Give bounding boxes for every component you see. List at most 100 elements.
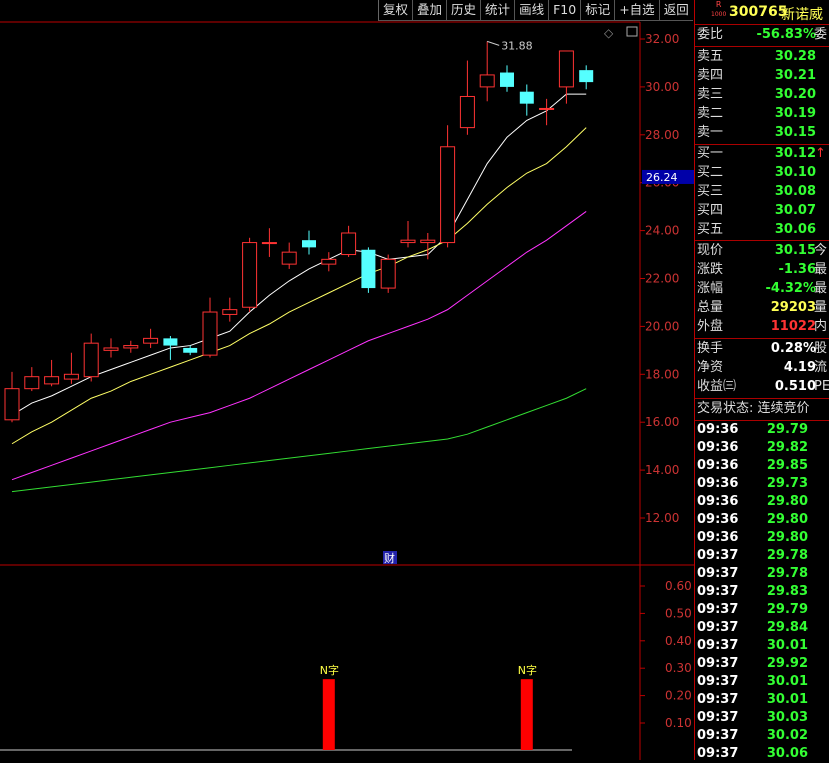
tick-time: 09:37 — [697, 620, 739, 635]
candle — [103, 338, 119, 358]
candle — [123, 340, 139, 353]
mark-button[interactable]: 标记 — [580, 0, 615, 21]
tick-price: 29.78 — [766, 566, 808, 581]
price-tick-label: 16.00 — [645, 415, 679, 429]
candle — [143, 328, 159, 348]
badge-bottom: 1000 — [711, 11, 727, 18]
ask-row-2-label: 卖二 — [697, 106, 724, 121]
candle-body — [83, 342, 99, 378]
price-tick-label: 18.00 — [645, 367, 679, 381]
tick-price: 29.79 — [766, 602, 808, 617]
stat-row-4: 外盘 11022 内 — [695, 318, 829, 336]
candle — [321, 252, 337, 272]
fund-row-1-label: 净资 — [697, 360, 724, 375]
toolbar: 复权 叠加 历史 统计 画线 F10 标记 +自选 返回 — [378, 0, 693, 22]
tick-row: 09:37 30.01 — [695, 637, 829, 655]
candles-group — [4, 41, 594, 423]
ask-row-2: 卖二 30.19 — [695, 105, 829, 123]
current-price-label: 26.24 — [646, 171, 678, 184]
ask-row-5: 卖五 30.28 — [695, 48, 829, 66]
add-watchlist-button[interactable]: +自选 — [614, 0, 659, 21]
stat-row-1-label: 涨跌 — [697, 262, 724, 277]
high-label: 31.88 — [501, 39, 533, 52]
bid-row-3: 买三 30.08 — [695, 183, 829, 201]
indicator-tick-label: 0.20 — [665, 689, 692, 703]
fund-row-1: 净资 4.19 流 — [695, 359, 829, 377]
bid-row-3-label: 买三 — [697, 184, 724, 199]
indicator-tick-label: 0.30 — [665, 661, 692, 675]
stat-row-2: 涨幅 -4.32% 最 — [695, 280, 829, 298]
signal-bars: N字 N字 — [320, 663, 537, 750]
candle-body — [321, 258, 337, 265]
fuquan-button[interactable]: 复权 — [378, 0, 413, 21]
candle — [63, 352, 79, 384]
stat-row-4-value: 11022 — [770, 319, 816, 334]
back-button[interactable]: 返回 — [658, 0, 693, 21]
tick-time: 09:37 — [697, 548, 739, 563]
tick-time: 09:36 — [697, 512, 739, 527]
stat-row-3: 总量 29203 量 — [695, 299, 829, 317]
f10-button[interactable]: F10 — [548, 0, 581, 21]
stat-row-2-cut: 最 — [814, 281, 828, 296]
candle-body — [163, 338, 178, 346]
bid-row-1-label: 买一 — [697, 146, 724, 161]
stat-row-1-value: -1.36 — [778, 262, 816, 277]
candle — [202, 297, 218, 358]
tick-row: 09:36 29.80 — [695, 511, 829, 529]
bid-row-5-label: 买五 — [697, 222, 724, 237]
candle — [242, 237, 258, 313]
tick-row: 09:37 29.78 — [695, 547, 829, 565]
candle — [479, 41, 495, 102]
ma-line-1 — [11, 127, 587, 445]
candle-body — [361, 249, 376, 289]
stat-row-1: 涨跌 -1.36 最 — [695, 261, 829, 279]
candle — [341, 225, 357, 257]
draw-line-button[interactable]: 画线 — [514, 0, 549, 21]
ask-row-2-value: 30.19 — [774, 106, 816, 121]
ask-row-5-label: 卖五 — [697, 49, 724, 64]
tick-row: 09:36 29.80 — [695, 529, 829, 547]
tick-price: 29.82 — [766, 440, 808, 455]
tick-row: 09:36 29.85 — [695, 457, 829, 475]
trade-status: 交易状态: 连续竞价 — [697, 401, 810, 416]
ma-line-3 — [11, 388, 587, 493]
stat-row-0: 现价 30.15 今 — [695, 242, 829, 260]
candle — [440, 125, 456, 248]
tick-price: 29.85 — [766, 458, 808, 473]
overlay-button[interactable]: 叠加 — [412, 0, 447, 21]
tick-time: 09:37 — [697, 728, 739, 743]
candle-body — [380, 258, 396, 289]
candle-body — [242, 242, 258, 308]
tick-time: 09:37 — [697, 692, 739, 707]
realtime-badge: R 1000 — [711, 0, 726, 19]
fund-row-1-cut: 流 — [814, 360, 828, 375]
candle-body — [479, 74, 495, 88]
bid-row-2: 买二 30.10 — [695, 164, 829, 182]
fund-row-2-cut: PE — [814, 379, 829, 394]
ask-row-1-label: 卖一 — [697, 125, 724, 140]
ratio-label: 委比 — [697, 27, 724, 42]
price-tick-label: 22.00 — [645, 272, 679, 286]
candle — [302, 230, 316, 255]
tick-time: 09:37 — [697, 656, 739, 671]
history-button[interactable]: 历史 — [446, 0, 481, 21]
stat-row-3-value: 29203 — [770, 300, 816, 315]
tick-row: 09:36 29.73 — [695, 475, 829, 493]
candle-body — [400, 239, 416, 244]
tick-price: 30.01 — [766, 692, 808, 707]
ratio-value: -56.83% — [756, 27, 816, 42]
bid-row-3-value: 30.08 — [774, 184, 816, 199]
tick-price: 30.01 — [766, 674, 808, 689]
candle-body — [63, 373, 79, 380]
bid-row-5: 买五 30.06 — [695, 221, 829, 239]
tick-time: 09:37 — [697, 638, 739, 653]
tick-price: 30.06 — [766, 746, 808, 761]
candle-body — [44, 376, 60, 385]
tick-price: 29.79 — [766, 422, 808, 437]
stats-button[interactable]: 统计 — [480, 0, 515, 21]
tick-row: 09:37 29.84 — [695, 619, 829, 637]
candle — [163, 335, 178, 360]
tick-row: 09:36 29.82 — [695, 439, 829, 457]
signal-label: N字 — [320, 663, 339, 677]
